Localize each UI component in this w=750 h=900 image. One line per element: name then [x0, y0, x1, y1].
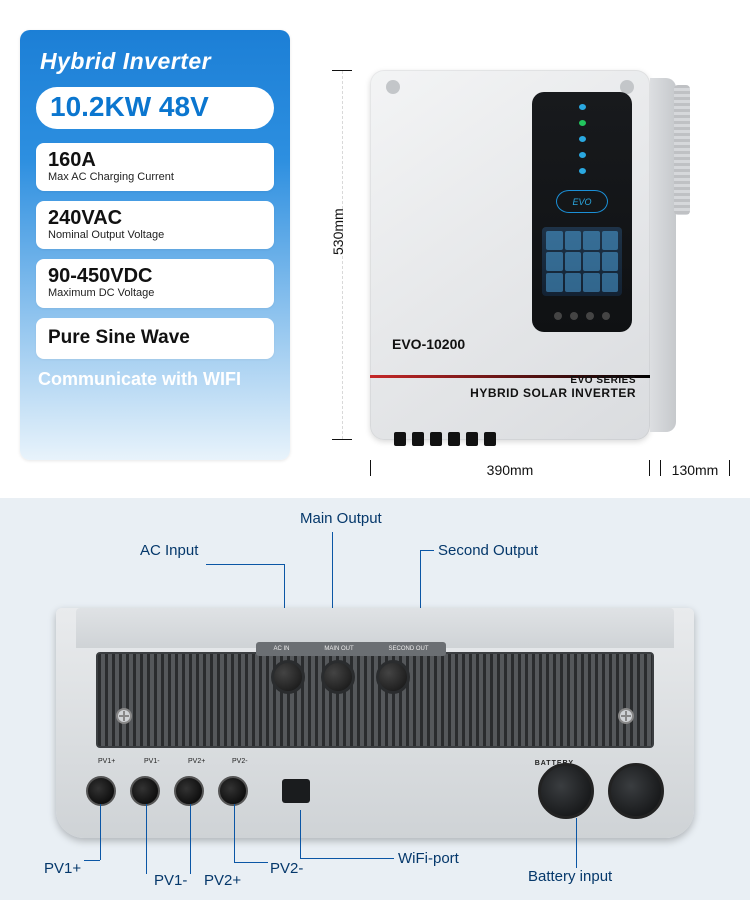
spec-value: 160A [48, 149, 262, 171]
lead-line [420, 550, 434, 551]
lead-line [206, 564, 284, 565]
terminal-plate: AC IN MAIN OUT SECOND OUT [256, 642, 446, 656]
lead-line [100, 804, 101, 860]
device-subtitle: HYBRID SOLAR INVERTER [470, 386, 636, 400]
term-slot-label: AC IN [273, 646, 289, 652]
spec-label: Nominal Output Voltage [48, 229, 262, 242]
lead-line [146, 804, 147, 874]
spec-row-3: Pure Sine Wave [36, 318, 274, 360]
callout-text: Battery input [528, 868, 612, 885]
spec-label: Maximum DC Voltage [48, 287, 262, 300]
screw-icon [618, 708, 634, 724]
lead-line [234, 804, 235, 862]
spec-label: Max AC Charging Current [48, 171, 262, 184]
battery-terminal [538, 763, 594, 819]
dim-depth-line: 130mm [660, 460, 730, 476]
led-icon [579, 136, 586, 142]
device-labels: EVO SERIES HYBRID SOLAR INVERTER [470, 375, 636, 400]
led-icon [579, 168, 586, 174]
device-control-panel: EVO [532, 92, 632, 332]
callout-text: PV2- [270, 860, 303, 877]
terminal-knob [271, 660, 305, 694]
pv-connector [130, 776, 160, 806]
top-section: Hybrid Inverter 10.2KW 48V 160A Max AC C… [0, 0, 750, 498]
screw-icon [116, 708, 132, 724]
pv-connector [218, 776, 248, 806]
spec-row-0: 160A Max AC Charging Current [36, 143, 274, 191]
led-icon [579, 104, 586, 110]
lead-line [576, 818, 577, 868]
callout-wifi-port: WiFi-port [398, 850, 459, 867]
callout-pv1p: PV1+ [44, 860, 81, 877]
spec-value: 240VAC [48, 207, 262, 229]
led-icon [579, 120, 586, 126]
callout-text: PV2+ [204, 872, 241, 889]
callout-text: Main Output [300, 510, 382, 527]
dim-width-label: 390mm [487, 462, 534, 478]
pv-connector [174, 776, 204, 806]
spec-row-2: 90-450VDC Maximum DC Voltage [36, 259, 274, 307]
wifi-text: Communicate with WIFI [36, 369, 274, 390]
lead-line [234, 862, 268, 863]
rj45-port [282, 779, 310, 803]
terminal-knob [376, 660, 410, 694]
callout-second-output: Second Output [438, 542, 538, 559]
spec-value: Pure Sine Wave [48, 324, 262, 353]
device-side-vent [674, 85, 690, 215]
callout-main-output: Main Output [300, 510, 382, 527]
led-icon [579, 152, 586, 158]
device-series: EVO SERIES [470, 375, 636, 386]
callout-text: Second Output [438, 542, 538, 559]
dim-height-line: 530mm [332, 70, 352, 440]
lead-line [190, 804, 191, 874]
callout-text: AC Input [140, 542, 198, 559]
callout-battery-input: Battery input [528, 868, 612, 885]
callout-pv2n: PV2- [270, 860, 303, 877]
callout-pv1n: PV1- [154, 872, 187, 889]
lead-line [84, 860, 100, 861]
term-slot-label: SECOND OUT [389, 646, 429, 652]
lead-line [300, 810, 301, 858]
card-title: Hybrid Inverter [36, 48, 274, 75]
device-front: EVO EVO-10200 EVO SERIES HYBRID SOLAR IN… [370, 70, 650, 440]
spec-card: Hybrid Inverter 10.2KW 48V 160A Max AC C… [20, 30, 290, 460]
panel-logo: EVO [556, 190, 608, 213]
spec-row-1: 240VAC Nominal Output Voltage [36, 201, 274, 249]
bottom-section: Main Output AC Input Second Output AC IN… [0, 498, 750, 900]
dim-width-line: 390mm [370, 460, 650, 476]
callout-text: PV1+ [44, 860, 81, 877]
callout-text: PV1- [154, 872, 187, 889]
terminal-knob [321, 660, 355, 694]
unit-bottom-view: AC IN MAIN OUT SECOND OUT PV1+ PV1- PV2+… [56, 608, 694, 838]
battery-terminal [608, 763, 664, 819]
callout-text: WiFi-port [398, 850, 459, 867]
callout-pv2p: PV2+ [204, 872, 241, 889]
dim-height-label: 530mm [330, 208, 346, 255]
vent-grille [96, 652, 654, 748]
term-slot-label: MAIN OUT [324, 646, 353, 652]
pv-connector [86, 776, 116, 806]
dim-depth-label: 130mm [672, 462, 719, 478]
panel-screen [542, 227, 622, 296]
spec-value: 90-450VDC [48, 265, 262, 287]
panel-buttons [554, 312, 610, 320]
device-model: EVO-10200 [392, 336, 465, 352]
device-bottom-connectors [394, 432, 496, 446]
rating-pill: 10.2KW 48V [36, 87, 274, 129]
product-area: 530mm EVO EVO-10200 [290, 30, 730, 498]
callout-ac-input: AC Input [140, 542, 198, 559]
device-mount-tabs [386, 80, 634, 88]
device-side [650, 78, 676, 432]
lead-line [300, 858, 394, 859]
bottom-connectors-row [86, 764, 664, 818]
